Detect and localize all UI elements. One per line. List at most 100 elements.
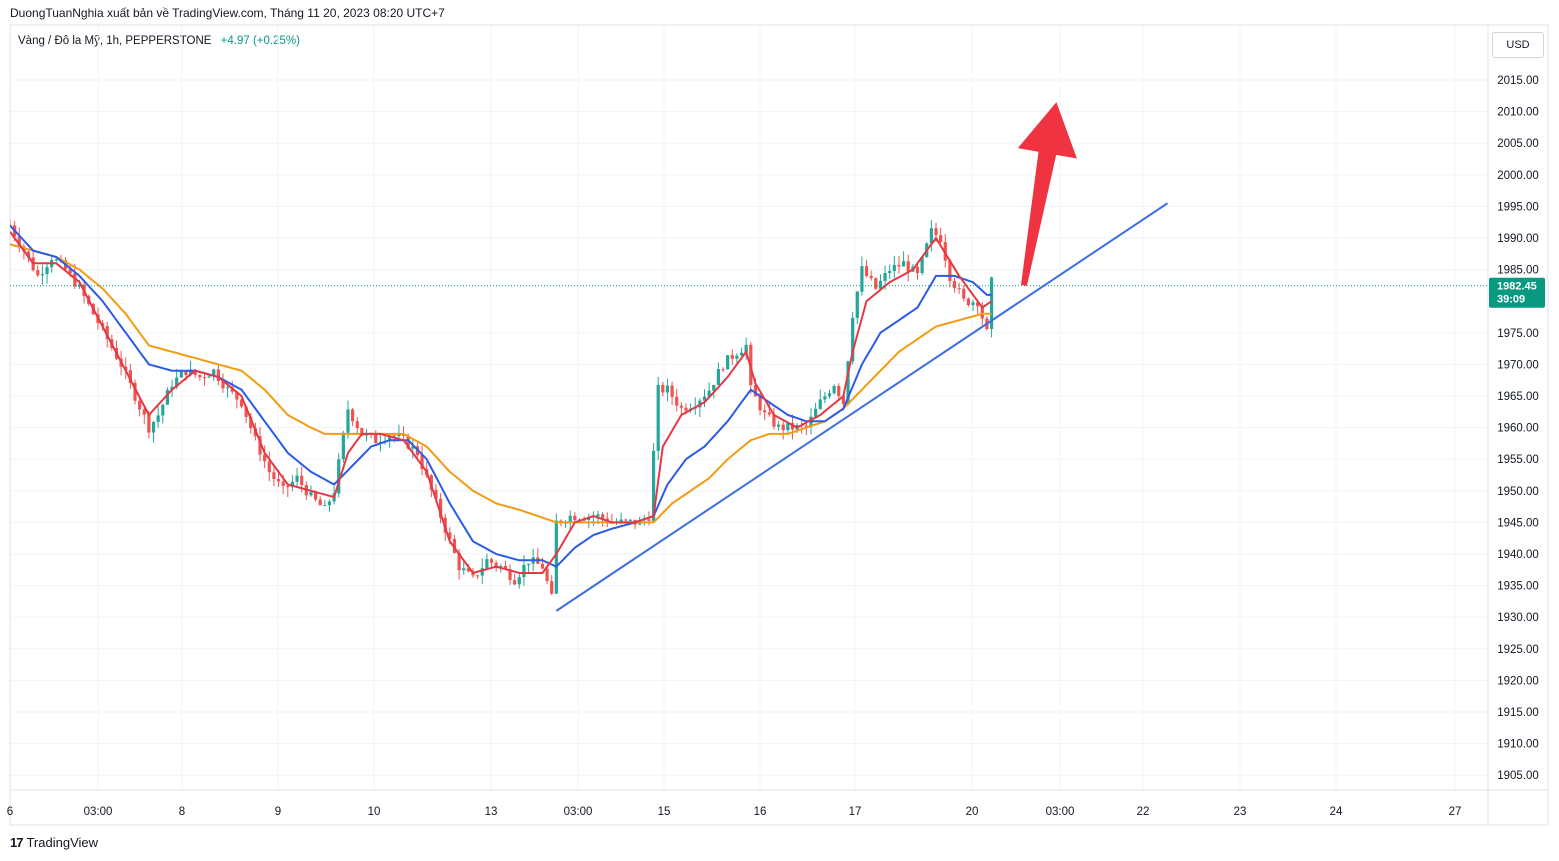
price-tick-label: 1920.00 — [1497, 675, 1539, 687]
candle-body — [781, 424, 785, 431]
candle-body — [675, 396, 679, 406]
publisher-caption: DuongTuanNghia xuất bản về TradingView.c… — [10, 6, 445, 20]
time-tick-label: 17 — [849, 806, 862, 818]
tradingview-logo-icon: 17 — [10, 835, 24, 850]
trendline[interactable] — [555, 202, 1169, 612]
time-tick-label: 20 — [966, 806, 979, 818]
candle-body — [526, 563, 531, 565]
candle-body — [860, 266, 864, 292]
candle-body — [476, 575, 480, 577]
candle-body — [878, 280, 883, 289]
candle-body — [684, 407, 688, 411]
candle-body — [920, 256, 924, 274]
price-tick-label: 2015.00 — [1497, 75, 1539, 87]
candle-body — [851, 317, 855, 362]
time-tick-label: 03:00 — [1046, 806, 1075, 818]
candle-body — [846, 361, 850, 404]
price-tick-label: 1955.00 — [1497, 454, 1539, 466]
up-arrow-annotation[interactable] — [1017, 102, 1077, 286]
candle-body — [221, 380, 225, 389]
candle-body — [730, 355, 734, 359]
currency-selector-button[interactable]: USD — [1492, 32, 1544, 58]
candle-body — [624, 519, 628, 521]
candle-body — [901, 261, 906, 267]
candle-body — [128, 370, 132, 383]
candle-body — [286, 485, 290, 488]
candle-body — [864, 266, 869, 276]
candle-body — [971, 302, 975, 306]
candle-body — [702, 396, 707, 401]
candle-body — [679, 405, 683, 408]
candle-body — [216, 369, 220, 381]
candle-body — [508, 569, 512, 581]
candle-body — [295, 475, 299, 482]
candle-body — [989, 277, 994, 330]
candle-body — [244, 406, 248, 417]
price-tick-label: 1940.00 — [1497, 549, 1539, 561]
candle-body — [772, 414, 776, 427]
price-axis[interactable]: 2015.00 2010.00 2005.00 2000.00 1995.00 1990.… — [1497, 75, 1539, 782]
candle-body — [411, 446, 415, 449]
candle-body — [726, 355, 730, 370]
candle-body — [957, 288, 961, 290]
candle-body — [601, 514, 605, 519]
time-tick-label: 22 — [1137, 806, 1150, 818]
candle-body — [17, 236, 21, 247]
grid-lines — [9, 25, 1488, 790]
brand-name: TradingView — [26, 835, 99, 850]
candle-body — [596, 514, 600, 517]
candle-body — [888, 271, 892, 274]
time-tick-label: 16 — [754, 806, 767, 818]
candle-body — [267, 461, 271, 473]
candle-body — [763, 410, 767, 413]
candle-body — [480, 568, 484, 576]
candle-body — [489, 559, 494, 563]
candle-body — [976, 302, 980, 307]
candle-body — [388, 435, 392, 441]
candle-body — [462, 568, 466, 571]
candle-body — [341, 432, 345, 460]
time-tick-label: 8 — [179, 806, 185, 818]
candle-body — [573, 515, 577, 521]
candle-body — [170, 386, 174, 390]
candle-body — [499, 565, 503, 567]
candle-body — [739, 352, 744, 356]
candle-body — [151, 421, 156, 433]
candle-body — [397, 434, 401, 437]
candle-body — [235, 391, 239, 400]
symbol-description: Vàng / Đô la Mỹ, 1h, PEPPERSTONE — [18, 35, 212, 47]
candle-body — [184, 371, 188, 375]
candle-body — [165, 389, 170, 405]
price-tick-label: 1915.00 — [1497, 707, 1539, 719]
candle-body — [712, 384, 716, 391]
last-price-badge: 1982.45 39:09 — [1489, 277, 1545, 308]
candle-body — [452, 538, 457, 553]
candle-body — [628, 519, 633, 521]
candle-body — [874, 278, 878, 289]
candle-body — [966, 298, 971, 306]
candle-body — [934, 228, 938, 236]
candle-body — [175, 377, 179, 387]
candle-body — [814, 408, 818, 417]
candle-body — [133, 382, 137, 401]
time-tick-label: 13 — [485, 806, 498, 818]
candle-body — [202, 377, 207, 379]
candle-body — [360, 428, 364, 436]
price-tick-label: 1935.00 — [1497, 581, 1539, 593]
candle-body — [138, 400, 142, 410]
candle-body — [438, 498, 443, 518]
candle-body — [318, 499, 322, 506]
candle-body — [832, 385, 836, 394]
candle-body — [105, 326, 109, 340]
candle-body — [124, 366, 128, 371]
candle-body — [276, 479, 281, 482]
candle-body — [281, 481, 285, 486]
candle-body — [147, 414, 151, 433]
candle-body — [753, 385, 758, 397]
time-axis[interactable]: 6 03:00 8 9 10 13 03:00 15 16 17 20 03:00 22 23 24 27 — [7, 806, 1462, 818]
candle-body — [619, 519, 623, 523]
candle-body — [522, 564, 526, 578]
candle-body — [661, 384, 665, 393]
candle-body — [207, 376, 211, 378]
